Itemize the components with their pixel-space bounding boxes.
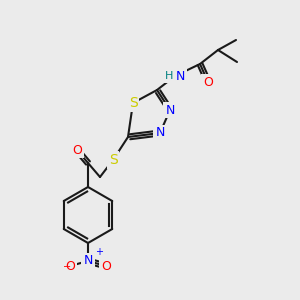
Text: O: O (65, 260, 75, 272)
Text: S: S (129, 96, 137, 110)
Text: S: S (109, 153, 117, 167)
Text: +: + (95, 247, 103, 257)
Text: O: O (203, 76, 213, 88)
Text: O: O (101, 260, 111, 272)
Text: N: N (175, 70, 185, 83)
Text: H: H (165, 71, 173, 81)
Text: O: O (72, 143, 82, 157)
Text: −: − (63, 262, 71, 272)
Text: N: N (165, 103, 175, 116)
Text: N: N (83, 254, 93, 268)
Text: N: N (155, 127, 165, 140)
